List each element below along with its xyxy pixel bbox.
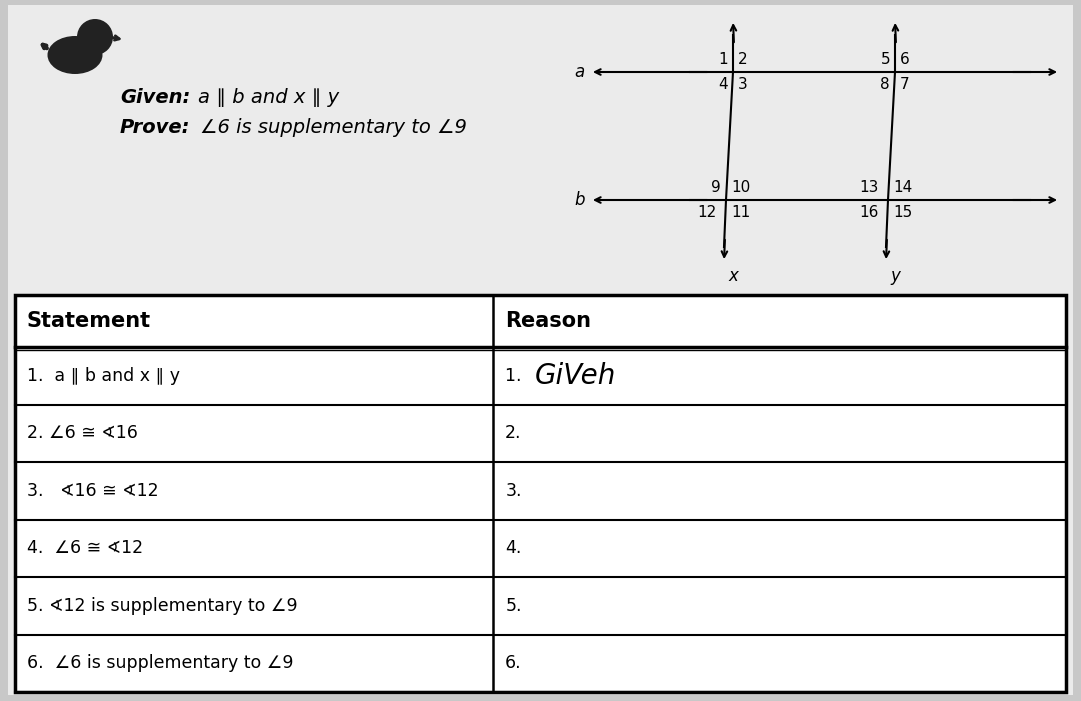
Text: 3.: 3.: [505, 482, 522, 500]
Text: 9: 9: [711, 180, 721, 195]
Text: 7: 7: [900, 77, 909, 92]
Text: 6.  ∠6 is supplementary to ∠9: 6. ∠6 is supplementary to ∠9: [27, 654, 294, 672]
Text: 14: 14: [893, 180, 912, 195]
Text: 3.   ∢16 ≅ ∢12: 3. ∢16 ≅ ∢12: [27, 482, 159, 500]
Text: y: y: [890, 267, 899, 285]
Text: 5: 5: [880, 52, 890, 67]
Text: Reason: Reason: [505, 311, 591, 331]
Text: 1: 1: [719, 52, 728, 67]
Text: 8: 8: [880, 77, 890, 92]
Text: 4.  ∠6 ≅ ∢12: 4. ∠6 ≅ ∢12: [27, 539, 143, 557]
Text: 11: 11: [731, 205, 750, 220]
Text: Given:: Given:: [120, 88, 190, 107]
FancyArrowPatch shape: [112, 36, 119, 40]
Text: b: b: [574, 191, 585, 209]
Text: 3: 3: [738, 77, 748, 92]
Text: 4: 4: [719, 77, 728, 92]
Text: a: a: [575, 63, 585, 81]
Text: 16: 16: [859, 205, 879, 220]
Text: 13: 13: [859, 180, 879, 195]
Circle shape: [77, 19, 114, 55]
Text: GiVeh: GiVeh: [535, 362, 616, 390]
Text: 10: 10: [731, 180, 750, 195]
Text: 12: 12: [697, 205, 717, 220]
Text: 5.: 5.: [505, 597, 522, 615]
FancyArrowPatch shape: [43, 45, 46, 48]
Text: 1.: 1.: [505, 367, 528, 385]
Bar: [15, 295, 1066, 692]
Bar: [15, 295, 1066, 347]
Text: Prove:: Prove:: [120, 118, 190, 137]
Text: 6.: 6.: [505, 654, 522, 672]
Text: 15: 15: [893, 205, 912, 220]
Text: ∠6 is supplementary to ∠9: ∠6 is supplementary to ∠9: [200, 118, 467, 137]
Text: 4.: 4.: [505, 539, 521, 557]
Text: 2. ∠6 ≅ ∢16: 2. ∠6 ≅ ∢16: [27, 424, 138, 442]
FancyBboxPatch shape: [8, 5, 1073, 695]
Text: 2.: 2.: [505, 424, 522, 442]
Text: 6: 6: [900, 52, 910, 67]
Ellipse shape: [48, 36, 103, 74]
Bar: [15, 295, 1066, 692]
Text: 2: 2: [738, 52, 748, 67]
Text: x: x: [728, 267, 738, 285]
Text: a ∥ b and x ∥ y: a ∥ b and x ∥ y: [198, 88, 339, 107]
Text: Statement: Statement: [27, 311, 151, 331]
Text: 5. ∢12 is supplementary to ∠9: 5. ∢12 is supplementary to ∠9: [27, 597, 297, 615]
Text: 1.  a ∥ b and x ∥ y: 1. a ∥ b and x ∥ y: [27, 367, 181, 385]
